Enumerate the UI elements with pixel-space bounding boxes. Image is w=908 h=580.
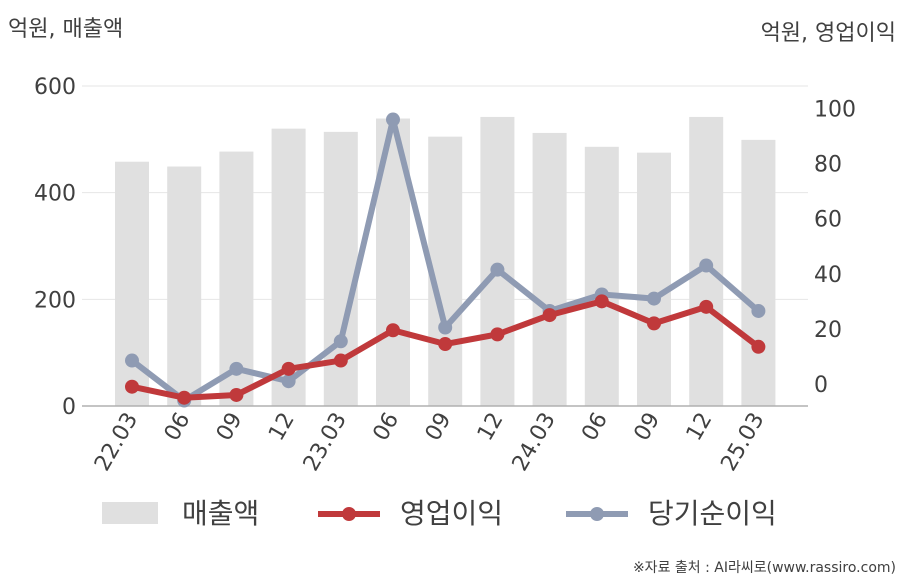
operating-profit-point: [542, 308, 557, 323]
operating-profit-point: [490, 327, 505, 342]
source-text: ※자료 출처 : AI라씨로(www.rassiro.com): [633, 560, 896, 576]
operating-profit-point: [594, 294, 609, 309]
x-tick-label: 06: [577, 409, 613, 446]
net-income-point: [438, 320, 453, 335]
revenue-bars: [115, 116, 776, 407]
right-axis-unit: 억원, 영업이익: [761, 21, 896, 46]
revenue-bar: [271, 128, 306, 406]
profit-lines: [125, 112, 766, 408]
x-tick-label: 24.03: [508, 409, 561, 476]
left-axis-ticks: 0 200 400 600: [34, 75, 76, 420]
revenue-bar: [637, 152, 671, 406]
x-tick-label: 09: [212, 409, 248, 446]
right-axis-ticks: 0 20 40 60 80 100: [814, 98, 856, 398]
x-tick-label: 12: [682, 409, 718, 446]
net-income-point: [333, 334, 348, 349]
operating-profit-point: [177, 390, 192, 405]
operating-profit-point: [438, 337, 453, 352]
y-right-tick-label: 0: [814, 373, 828, 398]
y-right-tick-label: 80: [814, 153, 842, 178]
y-left-tick-label: 0: [62, 395, 76, 420]
operating-profit-point: [751, 339, 766, 354]
operating-profit-point: [125, 379, 139, 394]
x-tick-label: 23.03: [299, 409, 352, 476]
net-income-point: [281, 374, 296, 389]
y-left-tick-label: 200: [34, 288, 76, 313]
legend-label-revenue: 매출액: [182, 497, 259, 530]
legend-marker-operating-profit: [342, 507, 356, 521]
y-right-tick-label: 40: [814, 263, 842, 288]
operating-profit-point: [647, 316, 661, 331]
legend-label-net-income: 당기순이익: [648, 497, 777, 530]
operating-profit-point: [699, 299, 714, 314]
legend-label-operating-profit: 영업이익: [400, 497, 503, 530]
revenue-bar: [480, 116, 515, 406]
legend: 매출액 영업이익 당기순이익: [102, 497, 777, 530]
operating-profit-point: [281, 361, 296, 376]
net-income-point: [229, 361, 244, 376]
revenue-bar: [584, 146, 619, 407]
y-right-tick-label: 60: [814, 208, 842, 233]
x-tick-label: 06: [160, 409, 196, 446]
y-left-tick-label: 400: [34, 182, 76, 207]
revenue-bar: [167, 166, 202, 406]
net-income-point: [490, 262, 505, 277]
x-tick-label: 09: [421, 409, 457, 446]
x-tick-label: 06: [369, 409, 405, 446]
operating-profit-point: [333, 353, 348, 368]
net-income-point: [386, 112, 400, 127]
legend-marker-net-income: [590, 507, 604, 521]
x-tick-label: 22.03: [90, 409, 143, 476]
operating-profit-point: [386, 323, 400, 338]
net-income-point: [647, 291, 661, 306]
operating-profit-point: [229, 387, 244, 402]
y-left-tick-label: 600: [34, 75, 76, 100]
revenue-bar: [532, 132, 567, 406]
y-right-tick-label: 100: [814, 98, 856, 123]
net-income-point: [751, 303, 766, 318]
net-income-point: [699, 258, 714, 273]
net-income-point: [125, 353, 139, 368]
x-tick-label: 25.03: [716, 409, 769, 476]
x-axis-ticks: 22.03 06 09 12 23.03 06 09 12 24.03 06 09 12 25.03: [90, 409, 770, 476]
x-tick-label: 12: [264, 409, 300, 446]
legend-swatch-revenue: [102, 502, 158, 524]
x-tick-label: 12: [473, 409, 509, 446]
revenue-bar: [741, 139, 776, 406]
x-tick-label: 09: [630, 409, 666, 446]
left-axis-unit: 억원, 매출액: [8, 17, 123, 42]
y-right-tick-label: 20: [814, 318, 842, 343]
